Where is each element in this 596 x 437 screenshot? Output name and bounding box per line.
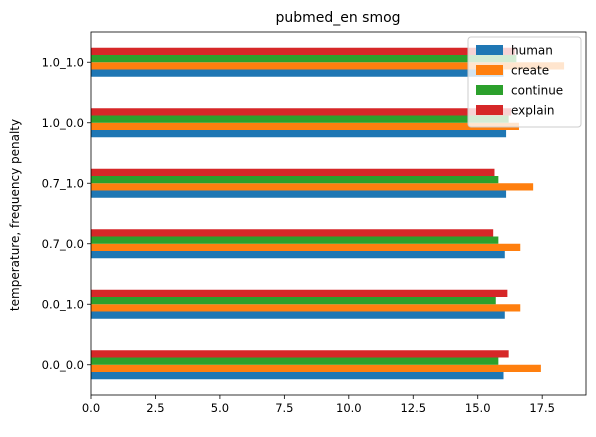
bar-create-0.0_1.0: [91, 304, 521, 312]
y-tick-label: 0.0_1.0: [42, 297, 84, 311]
legend-label-continue: continue: [511, 84, 563, 98]
bar-create-0.0_0.0: [91, 364, 541, 372]
legend-swatch-continue: [476, 85, 503, 95]
legend-label-explain: explain: [511, 104, 555, 118]
x-tick-label: 10.0: [336, 401, 362, 415]
bar-explain-0.0_1.0: [91, 289, 508, 297]
x-tick-label: 0.0: [82, 401, 100, 415]
x-tick-label: 7.5: [275, 401, 293, 415]
bar-human-1.0_0.0: [91, 130, 507, 138]
y-tick-label: 1.0_1.0: [42, 55, 84, 69]
bar-human-0.0_0.0: [91, 372, 504, 380]
legend: human create continue explain: [467, 36, 582, 128]
legend-swatch-human: [476, 45, 503, 55]
x-tick-label: 17.5: [529, 401, 555, 415]
y-axis-label: temperature, frequency penalty: [8, 119, 22, 311]
legend-swatch-create: [476, 65, 503, 75]
bar-create-1.0_1.0: [91, 62, 565, 70]
legend-label-create: create: [511, 64, 549, 78]
bar-continue-1.0_1.0: [91, 55, 517, 63]
bar-human-0.7_0.0: [91, 251, 505, 259]
bar-explain-1.0_1.0: [91, 47, 516, 55]
legend-label-human: human: [511, 44, 553, 58]
legend-box: [467, 36, 582, 128]
bar-continue-1.0_0.0: [91, 115, 509, 123]
bar-human-0.0_1.0: [91, 311, 505, 319]
x-tick-label: 15.0: [465, 401, 491, 415]
y-tick-label: 0.7_0.0: [42, 237, 84, 251]
bar-explain-1.0_0.0: [91, 108, 512, 116]
bar-explain-0.7_0.0: [91, 229, 494, 237]
y-tick-label: 0.0_0.0: [42, 358, 84, 372]
axes-layer: 0.0 2.5 5.0 7.5 10.0 12.5 15.0 17.5 0.0_0.0 0.0_1…: [42, 31, 587, 415]
x-tick-label: 12.5: [400, 401, 426, 415]
legend-swatch-explain: [476, 105, 503, 115]
bar-human-0.7_1.0: [91, 190, 507, 198]
x-tick-label: 2.5: [146, 401, 164, 415]
chart-title: pubmed_en smog: [275, 10, 400, 26]
bar-human-1.0_1.0: [91, 69, 504, 77]
bar-explain-0.7_1.0: [91, 168, 495, 176]
x-tick-label: 5.0: [211, 401, 229, 415]
bars-layer: [91, 47, 565, 380]
bar-continue-0.7_0.0: [91, 236, 499, 244]
y-tick-label: 0.7_1.0: [42, 176, 84, 190]
plot-frame: [90, 31, 587, 396]
bar-create-0.7_1.0: [91, 183, 534, 191]
bar-create-0.7_0.0: [91, 243, 521, 251]
bar-continue-0.0_0.0: [91, 357, 499, 365]
bar-continue-0.7_1.0: [91, 176, 499, 184]
bar-explain-0.0_0.0: [91, 350, 509, 358]
y-tick-label: 1.0_0.0: [42, 116, 84, 130]
bar-continue-0.0_1.0: [91, 297, 496, 305]
bar-create-1.0_0.0: [91, 122, 519, 130]
